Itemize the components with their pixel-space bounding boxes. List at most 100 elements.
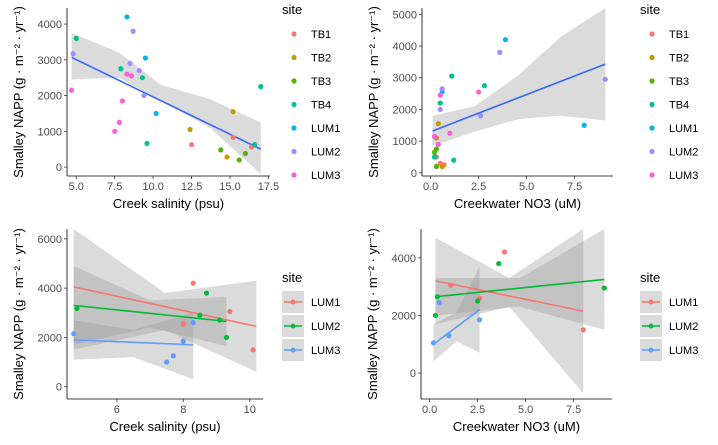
y-tick-label: 0 (56, 162, 62, 174)
x-tick-label: 10.0 (142, 181, 163, 193)
legend-key-point (649, 172, 655, 178)
confidence-band (435, 229, 605, 330)
fit-layer (73, 229, 257, 380)
data-point-lum3 (436, 299, 442, 306)
y-tick-label: 4000 (38, 19, 62, 31)
data-point-lum3 (446, 333, 452, 339)
data-point-tb4 (437, 100, 443, 106)
y-tick-label: 6000 (38, 234, 62, 246)
data-point-lum2 (127, 60, 133, 67)
points-layer (430, 249, 607, 346)
legend-item-tb3: TB3 (649, 76, 689, 88)
legend-key-point (290, 347, 296, 353)
data-point-tb4 (431, 154, 438, 160)
legend-key-point (649, 54, 655, 61)
legend-label: TB4 (669, 100, 689, 112)
legend-item-tb2: TB2 (291, 53, 331, 65)
fit-layer (71, 33, 262, 175)
x-tick-label: 7.5 (107, 181, 122, 193)
legend-key-point (291, 31, 297, 37)
legend-item-tb1: TB1 (649, 29, 689, 41)
legend-label: LUM1 (669, 297, 698, 309)
points-layer (431, 37, 608, 170)
legend-item-tb4: TB4 (649, 100, 689, 112)
data-point-tb4 (144, 140, 150, 147)
fit-line (432, 309, 481, 345)
x-tick-label: 5.0 (69, 181, 84, 193)
legend-item-lum1: LUM1 (640, 291, 698, 313)
legend-key-point (649, 148, 655, 155)
legend-key-point (649, 31, 655, 37)
legend-item-tb4: TB4 (291, 100, 331, 112)
x-tick-label: 7.5 (567, 181, 582, 193)
data-point-lum3 (437, 92, 443, 98)
fit-line (435, 280, 584, 312)
data-point-tb4 (118, 66, 124, 72)
data-point-lum2 (197, 312, 203, 318)
x-axis-label: Creekwater NO3 (uM) (454, 196, 581, 211)
data-point-lum3 (164, 359, 170, 365)
data-point-tb3 (433, 146, 439, 152)
legend-key-point (648, 323, 654, 329)
legend-item-lum2: LUM2 (649, 147, 698, 159)
legend-key-point (291, 54, 297, 61)
data-point-lum2 (496, 260, 502, 267)
legend-label: LUM3 (669, 345, 698, 357)
y-tick-label: 1000 (393, 136, 417, 148)
legend-label: LUM1 (669, 123, 698, 135)
data-point-lum3 (119, 98, 125, 104)
data-point-lum1 (580, 327, 586, 333)
legend-key-point (290, 299, 296, 305)
data-point-lum3 (447, 130, 453, 136)
legend: site TB1 TB2 TB3 TB4 LUM1 LUM2 LUM3 (640, 2, 698, 182)
x-tick-label: 7.5 (566, 404, 581, 416)
data-point-lum1 (190, 280, 196, 286)
fit-layer (432, 8, 606, 146)
confidence-band (73, 312, 194, 380)
fit-line (73, 339, 194, 346)
x-tick-label: 17.5 (258, 181, 279, 193)
data-point-lum3 (116, 119, 122, 125)
data-point-lum1 (581, 122, 587, 128)
y-tick-label: 5000 (393, 9, 417, 21)
legend-item-lum3: LUM3 (640, 339, 698, 361)
data-point-tb2 (187, 126, 193, 133)
data-point-lum3 (190, 320, 196, 326)
y-tick-label: 3000 (38, 55, 62, 67)
panel-3: 6 8 10 0 2000 4000 6000 Creek salinity (psu) Sma… (11, 228, 340, 434)
legend-key-point (291, 172, 297, 178)
y-tick-label: 2000 (392, 310, 416, 322)
data-point-lum2 (475, 298, 481, 304)
data-point-lum2 (497, 49, 503, 55)
y-tick-label: 4000 (392, 253, 416, 265)
confidence-band (73, 265, 227, 347)
data-point-tb1 (230, 134, 236, 140)
y-tick-label: 2000 (38, 332, 62, 344)
data-point-tb2 (439, 163, 445, 170)
data-point-lum1 (448, 282, 454, 288)
legend-label: LUM3 (311, 170, 340, 182)
y-axis-label: Smalley NAPP (g · m⁻² · yr⁻¹) (366, 6, 381, 178)
legend-item-lum2: LUM2 (291, 147, 340, 159)
data-point-lum2 (439, 86, 445, 92)
legend-label: LUM2 (669, 147, 698, 159)
data-point-lum2 (203, 290, 210, 296)
legend-key-point (290, 323, 296, 329)
data-point-tb2 (230, 109, 236, 115)
legend-label: TB1 (311, 29, 331, 41)
x-tick-label: 10 (244, 404, 256, 416)
data-point-lum1 (142, 55, 149, 61)
legend-item-tb2: TB2 (649, 53, 689, 65)
legend-item-lum1: LUM1 (291, 123, 340, 135)
data-point-tb4 (451, 157, 457, 163)
data-point-lum2 (70, 51, 76, 57)
legend-item-lum3: LUM3 (291, 170, 340, 182)
fit-line (73, 304, 227, 323)
legend-label: TB2 (669, 53, 689, 65)
data-point-tb3 (433, 163, 439, 170)
legend-key-point (291, 101, 297, 108)
data-point-lum3 (128, 73, 135, 79)
legend-item-lum1: LUM1 (649, 123, 698, 135)
data-point-lum2 (217, 317, 223, 323)
